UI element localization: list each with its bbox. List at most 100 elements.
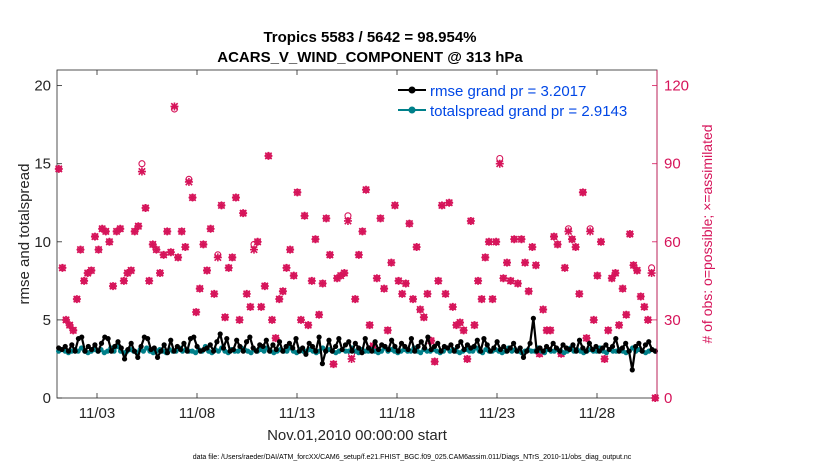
- obs-assimilated-marker: [416, 305, 425, 314]
- obs-assimilated-marker: [625, 230, 634, 238]
- series-rmse-point: [339, 346, 345, 353]
- series-rmse-point: [138, 343, 144, 350]
- series-rmse-point: [362, 336, 368, 342]
- series-rmse-point: [580, 345, 586, 351]
- series-spread-point: [248, 350, 254, 356]
- series-rmse-point: [372, 339, 378, 345]
- obs-assimilated-marker: [372, 274, 381, 283]
- series-rmse-point: [168, 337, 174, 343]
- series-rmse-point: [323, 348, 329, 354]
- obs-assimilated-marker: [72, 295, 81, 304]
- obs-assimilated-marker: [90, 232, 99, 241]
- obs-assimilated-marker: [448, 302, 457, 311]
- series-rmse-point: [425, 334, 431, 340]
- series-rmse-point: [184, 348, 190, 354]
- obs-assimilated-marker: [466, 216, 475, 225]
- series-rmse-point: [543, 343, 550, 350]
- series-rmse-point: [639, 348, 645, 354]
- series-rmse-point: [636, 340, 642, 346]
- obs-assimilated-marker: [568, 235, 577, 244]
- obs-assimilated-marker: [517, 235, 526, 244]
- series-rmse-point: [451, 348, 457, 354]
- obs-assimilated-marker: [503, 258, 511, 267]
- obs-assimilated-marker: [195, 284, 204, 293]
- obs-assimilated-marker: [434, 276, 443, 285]
- series-rmse-point: [573, 348, 579, 354]
- series-rmse-point: [98, 340, 105, 346]
- series-rmse-point: [534, 348, 540, 354]
- series-rmse-point: [319, 361, 325, 367]
- series-rmse-point: [336, 336, 342, 342]
- x-tick-label: 11/08: [179, 405, 215, 422]
- series-rmse-point: [491, 345, 497, 351]
- obs-assimilated-marker: [531, 261, 540, 270]
- obs-assimilated-marker: [235, 315, 244, 324]
- obs-assimilated-marker: [459, 326, 468, 335]
- obs-assimilated-marker: [441, 289, 450, 298]
- series-rmse-point: [309, 343, 316, 350]
- series-rmse-point: [158, 348, 164, 354]
- obs-assimilated-marker: [257, 302, 266, 311]
- obs-assimilated-marker: [560, 263, 569, 272]
- obs-assimilated-marker: [430, 357, 439, 366]
- obs-assimilated-marker: [470, 321, 479, 330]
- obs-assimilated-marker: [600, 354, 609, 363]
- series-rmse-point: [501, 343, 507, 350]
- obs-assimilated-marker: [409, 295, 418, 304]
- obs-assimilated-marker: [119, 276, 128, 285]
- obs-assimilated-marker: [412, 243, 421, 252]
- series-rmse-point: [303, 351, 309, 357]
- obs-assimilated-marker: [65, 321, 74, 330]
- obs-assimilated-marker: [300, 211, 309, 220]
- obs-assimilated-marker: [492, 237, 501, 246]
- series-spread-point: [417, 350, 424, 356]
- series-rmse-point: [85, 343, 91, 350]
- series-rmse-point: [250, 345, 256, 351]
- series-rmse-point: [478, 348, 484, 354]
- obs-assimilated-marker: [203, 266, 211, 275]
- obs-assimilated-marker: [506, 276, 515, 285]
- series-rmse-point: [191, 334, 197, 340]
- series-rmse-point: [82, 348, 88, 354]
- obs-assimilated-marker: [166, 248, 175, 257]
- obs-assimilated-marker: [643, 315, 652, 324]
- obs-assimilated-marker: [224, 263, 233, 272]
- obs-assimilated-marker: [206, 224, 215, 233]
- y-right-tick-label: 0: [664, 390, 672, 407]
- series-rmse-point: [356, 345, 362, 351]
- obs-assimilated-marker: [127, 266, 136, 275]
- obs-assimilated-marker: [593, 271, 602, 280]
- series-rmse-point: [300, 345, 306, 351]
- axes: 0 5 10 15 20 0 30 60 90 120 11/03 11/08 11/13 11/18 11…: [34, 70, 689, 422]
- series-rmse-point: [286, 340, 293, 346]
- series-rmse-point: [514, 348, 520, 354]
- series-rmse-point: [69, 342, 75, 348]
- series-rmse-point: [359, 350, 365, 356]
- series-spread-point: [284, 348, 290, 354]
- obs-assimilated-marker: [582, 334, 591, 343]
- series-rmse-point: [428, 346, 434, 353]
- series-rmse-point: [520, 354, 527, 360]
- series-rmse-point: [210, 348, 217, 354]
- obs-assimilated-marker: [101, 227, 110, 236]
- y-right-tick-label: 120: [664, 78, 689, 95]
- obs-assimilated-marker: [307, 276, 316, 285]
- series-spread-point: [261, 348, 267, 354]
- series-rmse-point: [570, 342, 576, 348]
- obs-assimilated-marker: [199, 240, 208, 249]
- obs-assimilated-marker: [596, 237, 605, 246]
- obs-assimilated-marker: [607, 274, 616, 283]
- obs-assimilated-marker: [495, 159, 504, 168]
- series-spread-point: [192, 350, 199, 356]
- series-rmse-point: [128, 340, 134, 346]
- obs-assimilated-marker: [365, 321, 374, 330]
- obs-assimilated-marker: [354, 250, 363, 259]
- series-rmse-point: [497, 346, 504, 353]
- obs-assimilated-marker: [159, 250, 168, 259]
- obs-assimilated-marker: [362, 185, 371, 194]
- obs-assimilated-marker: [405, 219, 414, 228]
- obs-assimilated-marker: [109, 282, 118, 291]
- obs-assimilated-marker: [315, 310, 324, 319]
- series-rmse-point: [560, 342, 566, 348]
- obs-assimilated-marker: [148, 240, 157, 249]
